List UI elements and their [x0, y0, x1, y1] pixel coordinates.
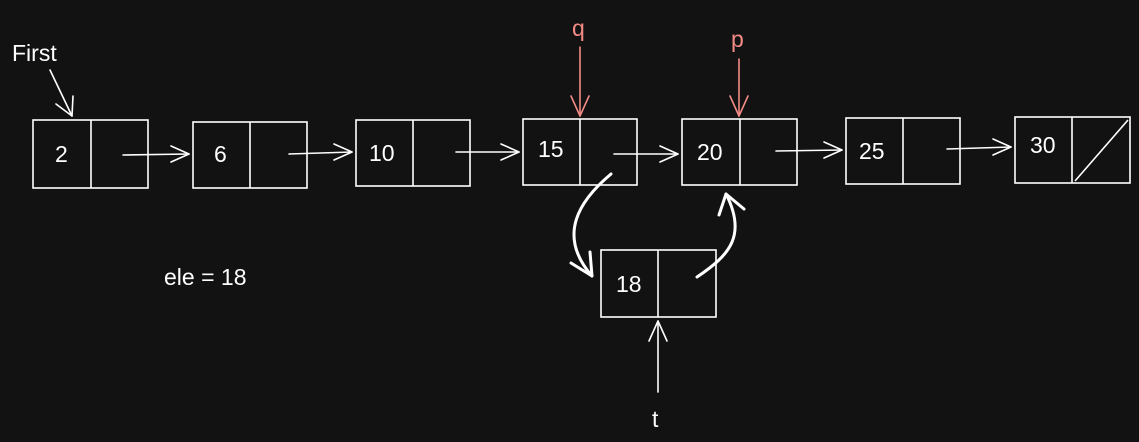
- next-pointer-arrow: [613, 145, 679, 163]
- list-node: 25: [845, 117, 961, 185]
- element-note: ele = 18: [164, 264, 247, 290]
- next-pointer-arrow: [288, 143, 353, 161]
- head-label: First: [12, 40, 57, 66]
- node-value: 15: [538, 136, 564, 162]
- next-pointer-arrow: [946, 138, 1012, 156]
- next-pointer-arrow: [775, 141, 843, 159]
- list-node: 15: [522, 118, 638, 186]
- list-node: 6: [192, 121, 308, 189]
- link-q-to-new-node-arrow: [569, 172, 613, 278]
- pointer-t-arrow: [648, 320, 668, 393]
- list-node: 10: [355, 119, 471, 187]
- next-pointer-arrow: [455, 143, 520, 161]
- pointer-t-label: t: [652, 406, 659, 432]
- node-value: 20: [697, 139, 723, 165]
- node-value: 10: [369, 140, 395, 166]
- next-pointer-arrow: [122, 145, 190, 163]
- list-node: 2: [32, 119, 149, 189]
- head-arrow: [49, 69, 74, 117]
- pointer-p-arrow: [729, 58, 749, 117]
- pointer-q-arrow: [570, 46, 590, 117]
- pointer-p-label: p: [731, 26, 744, 52]
- link-new-node-to-p-arrow: [695, 192, 746, 279]
- list-node: 30: [1014, 116, 1131, 184]
- node-value: 25: [859, 138, 885, 164]
- node-value: 18: [616, 271, 642, 297]
- null-pointer-slash: [1074, 119, 1129, 182]
- node-value: 30: [1030, 132, 1056, 158]
- node-value: 6: [214, 141, 227, 167]
- node-value: 2: [55, 141, 68, 167]
- new-node: 18: [600, 249, 717, 318]
- pointer-q-label: q: [572, 15, 585, 41]
- list-node: 20: [681, 118, 798, 186]
